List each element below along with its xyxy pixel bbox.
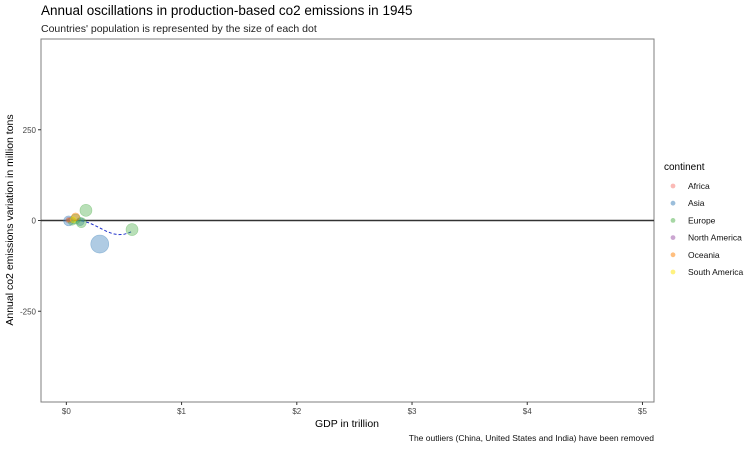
chart-title: Annual oscillations in production-based … [41,3,412,18]
legend-label: Europe [688,215,716,225]
y-tick-label: 250 [23,126,37,135]
data-point-asia [63,215,74,227]
legend-swatch [670,252,676,258]
y-axis: -250 0 250 [20,126,41,316]
legend: continent Africa Asia Europe North America O… [664,162,744,277]
x-tick-label: $0 [62,407,71,416]
x-tick-label: $4 [523,407,532,416]
legend-label: Oceania [688,250,720,260]
data-point-asia [75,217,85,226]
points-layer [63,204,139,254]
data-point-oceania [66,217,71,223]
chart-caption: The outliers (China, United States and I… [409,433,654,443]
data-point-europe [125,223,139,236]
chart-subtitle: Countries' population is represented by … [41,23,317,35]
data-point-north-america [67,217,73,223]
legend-label: South America [688,267,744,277]
legend-label: Asia [688,198,705,208]
x-tick-label: $3 [408,407,417,416]
data-point-africa [69,218,75,224]
data-point-africa [65,216,72,224]
data-point-europe [67,216,77,226]
data-point-south-america [69,216,77,224]
legend-swatch [670,269,676,275]
y-tick-label: -250 [20,307,37,316]
data-point-oceania [71,212,80,222]
legend-swatch [670,235,676,241]
x-axis: $0 $1 $2 $3 $4 $5 [62,402,647,416]
data-point-europe [76,217,87,228]
trend-layer [66,219,133,236]
x-tick-label: $1 [177,407,186,416]
legend-swatch [670,218,676,223]
legend-swatch [670,200,676,206]
legend-swatch [670,183,676,189]
y-axis-title: Annual co2 emissions variation in millio… [4,114,16,325]
legend-items: Africa Asia Europe North America Oceania Sout… [670,181,744,277]
legend-label: North America [688,233,742,243]
x-axis-title: GDP in trillion [315,418,379,430]
legend-title: continent [664,162,705,173]
legend-label: Africa [688,181,710,191]
data-point-europe [79,204,93,217]
y-tick-label: 0 [32,217,37,226]
x-tick-label: $5 [638,407,647,416]
data-point-asia [90,234,110,254]
data-point-europe [70,213,81,225]
trend-line [66,219,133,236]
x-tick-label: $2 [292,407,301,416]
